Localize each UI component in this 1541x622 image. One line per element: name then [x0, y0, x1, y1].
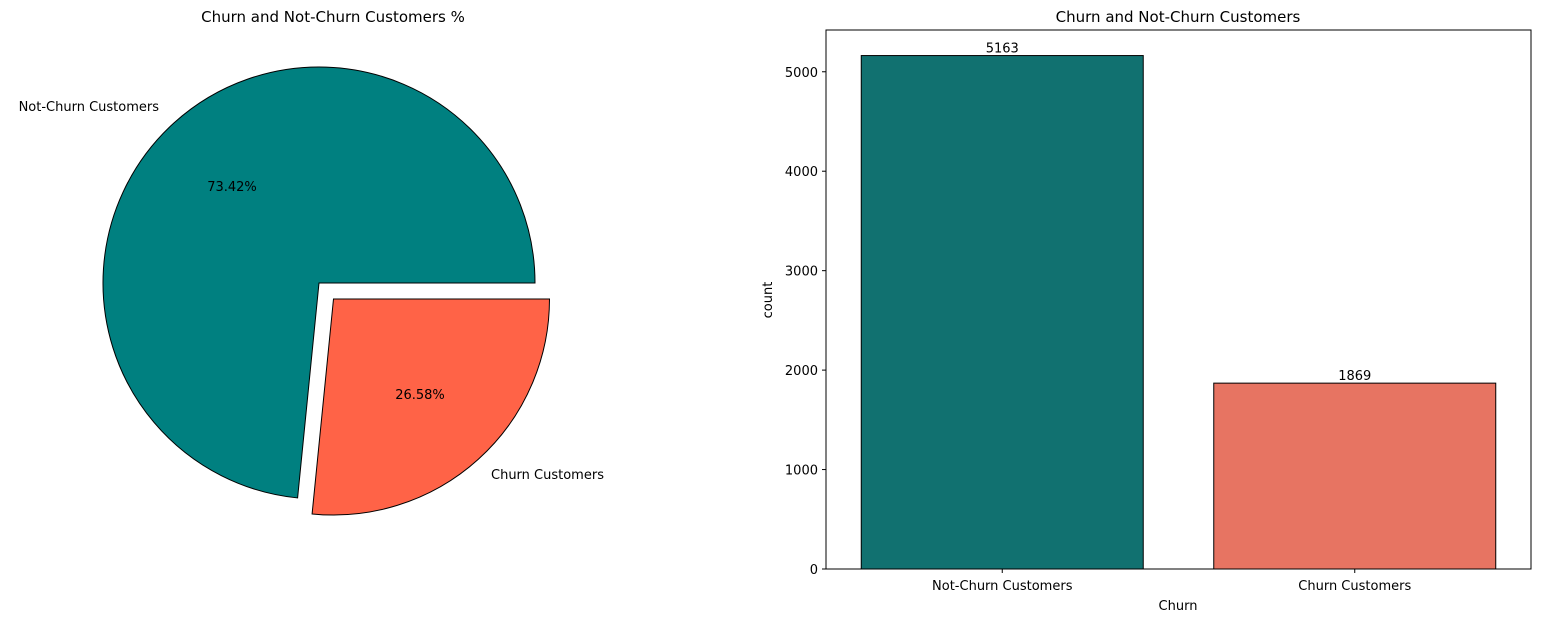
- bar-value-label-not-churn: 5163: [986, 42, 1019, 57]
- pie-slices: [102, 66, 550, 516]
- x-axis-label: Churn: [1159, 599, 1198, 614]
- pie-pct-not-churn: 73.42%: [207, 180, 257, 195]
- bar-churn: [1213, 382, 1497, 570]
- pie-label-not-churn: Not-Churn Customers: [19, 100, 160, 115]
- plot-area: [825, 29, 1532, 570]
- x-tick-label-not-churn: Not-Churn Customers: [932, 579, 1073, 594]
- y-tick-label: 0: [810, 563, 818, 578]
- pie-slice-churn: [311, 298, 550, 516]
- bar-title: Churn and Not-Churn Customers: [1056, 8, 1301, 26]
- x-ticks: Not-Churn Customers Churn Customers: [932, 569, 1411, 594]
- y-tick-label: 3000: [785, 265, 818, 280]
- y-tick-label: 1000: [785, 464, 818, 479]
- y-tick-label: 4000: [785, 165, 818, 180]
- pie-title: Churn and Not-Churn Customers %: [201, 8, 465, 26]
- bars: 5163 1869: [860, 42, 1497, 570]
- bar-chart: Churn and Not-Churn Customers 5163 1869 0…: [761, 8, 1532, 614]
- x-tick-label-churn: Churn Customers: [1298, 579, 1411, 594]
- pie-slice-not-churn: [102, 66, 536, 499]
- pie-chart: Churn and Not-Churn Customers % Not-Chur…: [19, 8, 604, 516]
- y-axis-label: count: [761, 282, 776, 319]
- y-tick-label: 2000: [785, 364, 818, 379]
- y-ticks: 0 1000 2000 3000 4000 5000: [785, 66, 826, 578]
- bar-value-label-churn: 1869: [1338, 369, 1371, 384]
- pie-pct-churn: 26.58%: [395, 388, 445, 403]
- y-tick-label: 5000: [785, 66, 818, 81]
- bar-not-churn: [860, 55, 1144, 570]
- pie-label-churn: Churn Customers: [491, 468, 604, 483]
